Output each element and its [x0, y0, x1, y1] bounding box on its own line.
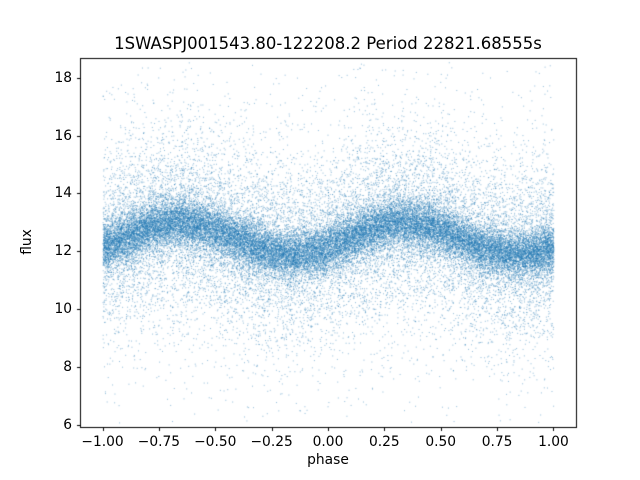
y-tick-label: 14	[54, 185, 72, 202]
x-tick-label: −0.75	[137, 434, 181, 450]
x-tick-label: 1.00	[538, 434, 569, 450]
x-tick-label: −0.50	[194, 434, 237, 450]
x-tick-label: 0.50	[425, 434, 457, 450]
x-tick-label: −0.25	[250, 434, 293, 450]
y-tick-label: 18	[54, 69, 72, 86]
x-tick-label: 0.25	[368, 434, 400, 450]
y-tick-label: 16	[54, 127, 72, 144]
y-tick-label: 12	[54, 243, 72, 260]
y-axis-label: flux	[19, 229, 35, 255]
x-axis-label: phase	[307, 452, 349, 468]
x-tick-label: 0.00	[312, 434, 344, 450]
chart-title: 1SWASPJ001543.80-122208.2 Period 22821.6…	[114, 34, 542, 53]
x-tick-label: −1.00	[81, 434, 124, 450]
y-tick-label: 10	[54, 301, 72, 317]
y-tick-label: 6	[63, 416, 72, 433]
y-tick-label: 8	[63, 358, 72, 375]
x-tick-label: 0.75	[481, 434, 513, 450]
